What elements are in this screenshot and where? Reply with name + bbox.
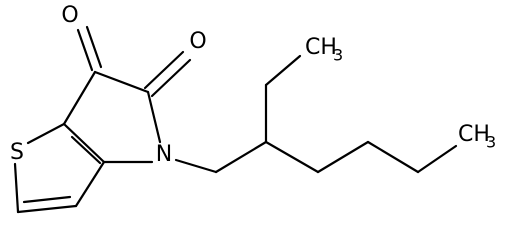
atom-label: CH [305, 35, 337, 60]
bond [26, 122, 66, 145]
bond [16, 204, 78, 214]
atom-subscript: 3 [333, 46, 343, 65]
bond [264, 54, 302, 87]
bond [70, 135, 102, 165]
bond [214, 140, 268, 174]
bond [62, 70, 97, 126]
bond [74, 160, 106, 208]
atom-label: O [189, 29, 206, 54]
atom-subscript: 3 [486, 133, 496, 152]
bond [316, 140, 370, 174]
bond [22, 195, 72, 204]
atom-label: O [61, 3, 78, 28]
bond [76, 28, 94, 72]
bond [146, 90, 162, 144]
bond [366, 140, 420, 174]
atom-label: CH [458, 122, 490, 147]
bond [143, 50, 185, 90]
bond [150, 58, 192, 98]
bond [174, 158, 218, 174]
bond [264, 140, 320, 174]
bond [13, 162, 20, 214]
bond [416, 144, 458, 174]
bond [85, 25, 103, 69]
bonds [13, 25, 458, 214]
bond [62, 122, 106, 164]
atom-label: S [10, 140, 24, 165]
molecule-diagram: O O S N CH 3 CH 3 [10, 3, 496, 214]
atom-label: N [156, 142, 172, 167]
bond [93, 70, 150, 94]
